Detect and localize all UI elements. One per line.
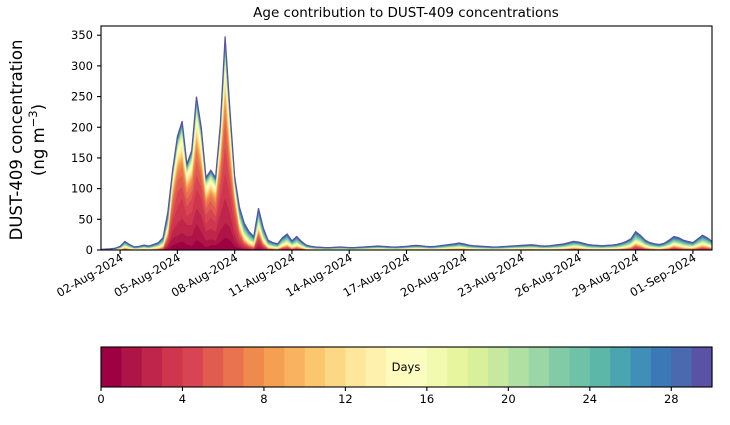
- colorbar-tick-label: 8: [260, 392, 267, 406]
- colorbar-segment-8: [263, 347, 285, 387]
- colorbar-frame: [100, 346, 713, 388]
- colorbar-segment-6: [223, 347, 245, 387]
- colorbar-segment-7: [243, 347, 265, 387]
- chart-title: Age contribution to DUST-409 concentrati…: [253, 5, 559, 21]
- y-tick-label: 0: [86, 243, 93, 257]
- colorbar-tick-label: 16: [420, 392, 435, 406]
- colorbar-segment-29: [691, 347, 713, 387]
- colorbar-tick-label: 0: [97, 392, 104, 406]
- colorbar-segment-11: [325, 347, 346, 387]
- y-axis-unit-exponent: −3: [26, 110, 40, 127]
- colorbar-segment-28: [671, 347, 693, 387]
- colorbar-segment-26: [630, 347, 652, 387]
- colorbar-segment-23: [569, 347, 591, 387]
- colorbar-segment-21: [528, 347, 550, 387]
- colorbar-tick-label: 4: [179, 392, 186, 406]
- y-axis-unit-paren: ): [29, 104, 48, 110]
- y-axis-unit-text: (ng m: [29, 127, 48, 176]
- plot-frame: [100, 25, 713, 251]
- colorbar-segment-22: [549, 347, 571, 387]
- colorbar-segment-19: [487, 347, 509, 387]
- y-axis-label: DUST-409 concentration (ng m−3): [7, 40, 48, 241]
- x-axis-ticks: 02-Aug-202405-Aug-202408-Aug-202411-Aug-…: [54, 250, 698, 300]
- colorbar-segment-25: [610, 347, 632, 387]
- y-tick-label: 50: [78, 212, 93, 226]
- colorbar-segment-0: [101, 347, 122, 387]
- colorbar: [101, 347, 713, 387]
- y-tick-label: 300: [71, 59, 93, 73]
- y-tick-label: 150: [71, 151, 93, 165]
- colorbar-segment-24: [589, 347, 611, 387]
- colorbar-segment-13: [365, 347, 387, 387]
- y-axis-label-line2: (ng m−3): [26, 104, 48, 176]
- colorbar-tick-label: 24: [582, 392, 597, 406]
- y-tick-label: 200: [71, 120, 93, 134]
- colorbar-segment-9: [284, 347, 306, 387]
- colorbar-ticks: 0 4 8 12 16 20 24 28: [97, 387, 679, 406]
- colorbar-segment-2: [141, 347, 163, 387]
- colorbar-segment-27: [650, 347, 672, 387]
- colorbar-segment-12: [345, 347, 367, 387]
- y-tick-label: 250: [71, 90, 93, 104]
- colorbar-segment-4: [182, 347, 204, 387]
- colorbar-segment-15: [406, 347, 428, 387]
- y-axis-label-line1: DUST-409 concentration: [7, 40, 26, 241]
- y-tick-label: 350: [71, 28, 93, 42]
- colorbar-tick-label: 20: [501, 392, 516, 406]
- colorbar-tick-label: 28: [664, 392, 679, 406]
- colorbar-segment-5: [202, 347, 224, 387]
- colorbar-segment-18: [467, 347, 489, 387]
- colorbar-segment-3: [162, 347, 184, 387]
- colorbar-segment-1: [121, 347, 143, 387]
- y-tick-label: 100: [71, 182, 93, 196]
- total-outline: [101, 36, 712, 250]
- y-axis-ticks: 0 50 100 150 200 250 300 350: [71, 28, 101, 257]
- colorbar-segment-16: [426, 347, 448, 387]
- colorbar-tick-label: 12: [338, 392, 353, 406]
- colorbar-segment-14: [386, 347, 408, 387]
- colorbar-segment-10: [304, 347, 326, 387]
- stacked-area-series: [101, 36, 712, 250]
- colorbar-label: Days: [392, 360, 421, 374]
- colorbar-segment-17: [447, 347, 469, 387]
- colorbar-segment-20: [508, 347, 530, 387]
